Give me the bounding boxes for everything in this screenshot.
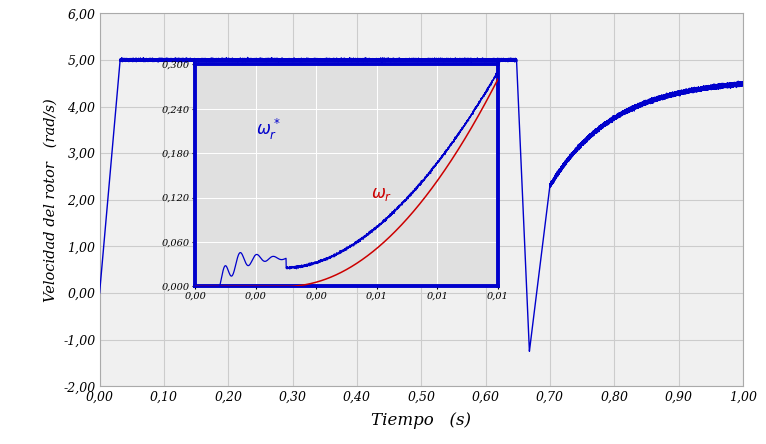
X-axis label: Tiempo   (s): Tiempo (s) xyxy=(372,412,471,429)
Text: $\omega_r$: $\omega_r$ xyxy=(371,186,392,202)
Text: $\omega_r^*$: $\omega_r^*$ xyxy=(256,117,280,143)
Y-axis label: Velocidad del rotor   (rad/s): Velocidad del rotor (rad/s) xyxy=(44,98,57,301)
